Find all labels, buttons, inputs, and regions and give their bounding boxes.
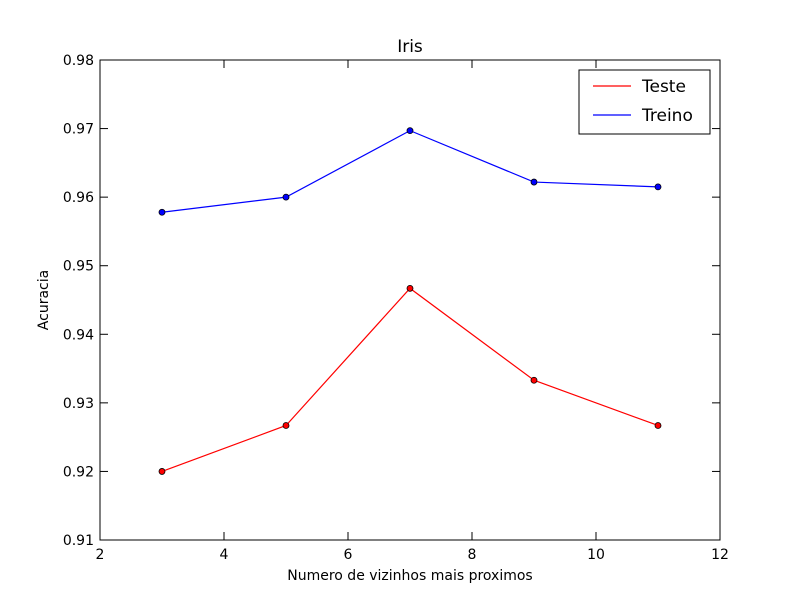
y-tick-label: 0.92 (63, 464, 94, 480)
legend: Teste Treino (578, 69, 711, 135)
y-axis-label: Acuracia (36, 270, 52, 330)
data-point (282, 193, 290, 201)
plot-area (100, 60, 720, 540)
ticks-layer: 2 4 6 8 10 12 0.91 0.92 0.93 0.94 0.95 0.96 0.97 0.98 (63, 53, 729, 563)
y-tick-label: 0.97 (63, 122, 94, 138)
x-tick-label: 2 (96, 547, 105, 563)
x-axis-label: Numero de vizinhos mais proximos (287, 568, 532, 584)
data-point (158, 468, 166, 475)
legend-box (578, 69, 711, 135)
data-point (654, 422, 662, 429)
x-tick-label: 8 (468, 547, 477, 563)
y-tick-label: 0.95 (63, 259, 94, 275)
data-point (530, 376, 538, 384)
data-point (406, 127, 414, 135)
legend-label: Teste (641, 77, 686, 97)
x-tick-label: 12 (711, 547, 729, 563)
x-tick-label: 4 (220, 547, 229, 563)
data-point (158, 208, 166, 216)
legend-label: Treino (641, 106, 693, 126)
plot-frame (99, 59, 721, 541)
series-teste (158, 284, 662, 475)
chart-title: Iris (397, 37, 423, 57)
y-tick-label: 0.91 (63, 533, 94, 549)
series-treino (158, 127, 662, 216)
series-layer (158, 127, 662, 475)
y-tick-label: 0.98 (63, 53, 94, 69)
y-tick-label: 0.93 (63, 396, 94, 412)
x-tick-label: 6 (344, 547, 353, 563)
x-tick-label: 10 (587, 547, 605, 563)
data-point (530, 178, 538, 186)
data-point (654, 183, 662, 191)
data-point (282, 422, 290, 429)
y-tick-label: 0.94 (63, 327, 94, 343)
y-tick-label: 0.96 (63, 190, 94, 206)
data-point (406, 284, 414, 292)
